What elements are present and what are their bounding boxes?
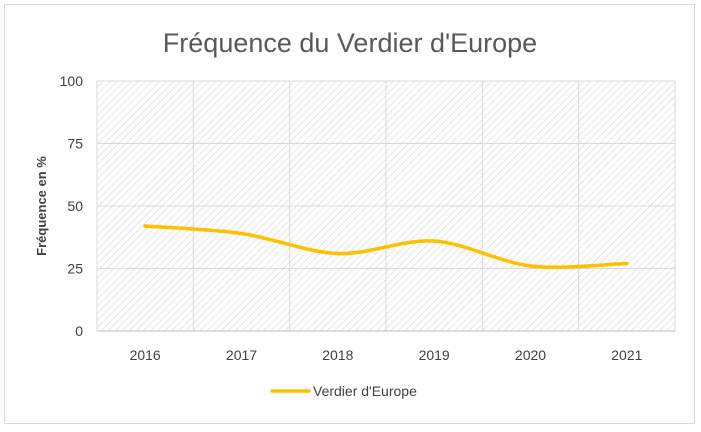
y-axis-label: Fréquence en % — [34, 156, 49, 256]
y-axis-ticks: 0 25 50 75 100 — [60, 73, 84, 339]
y-tick-label: 0 — [75, 323, 83, 339]
data-point-2020 — [528, 264, 533, 268]
data-point-2017 — [239, 231, 244, 236]
y-tick-label: 75 — [67, 136, 83, 152]
series-layer — [143, 224, 629, 269]
data-point-2021 — [625, 261, 629, 266]
gridlines — [96, 80, 676, 332]
x-tick-label: 2018 — [322, 347, 353, 363]
series-line-0 — [143, 224, 629, 269]
y-tick-label: 50 — [67, 198, 83, 214]
x-tick-label: 2020 — [515, 347, 546, 363]
chart-title: Fréquence du Verdier d'Europe — [163, 28, 537, 58]
y-tick-label: 25 — [67, 261, 83, 277]
data-point-2019 — [432, 239, 436, 243]
x-tick-label: 2019 — [419, 347, 450, 363]
data-point-2018 — [336, 251, 340, 256]
x-tick-label: 2021 — [611, 347, 642, 363]
x-tick-label: 2017 — [226, 347, 257, 363]
legend-label: Verdier d'Europe — [313, 383, 417, 399]
x-tick-label: 2016 — [130, 347, 161, 363]
x-axis-ticks: 2016 2017 2018 2019 2020 2021 — [130, 347, 643, 363]
data-point-2016 — [143, 224, 147, 228]
y-tick-label: 100 — [60, 73, 84, 89]
legend: Verdier d'Europe — [270, 383, 417, 399]
